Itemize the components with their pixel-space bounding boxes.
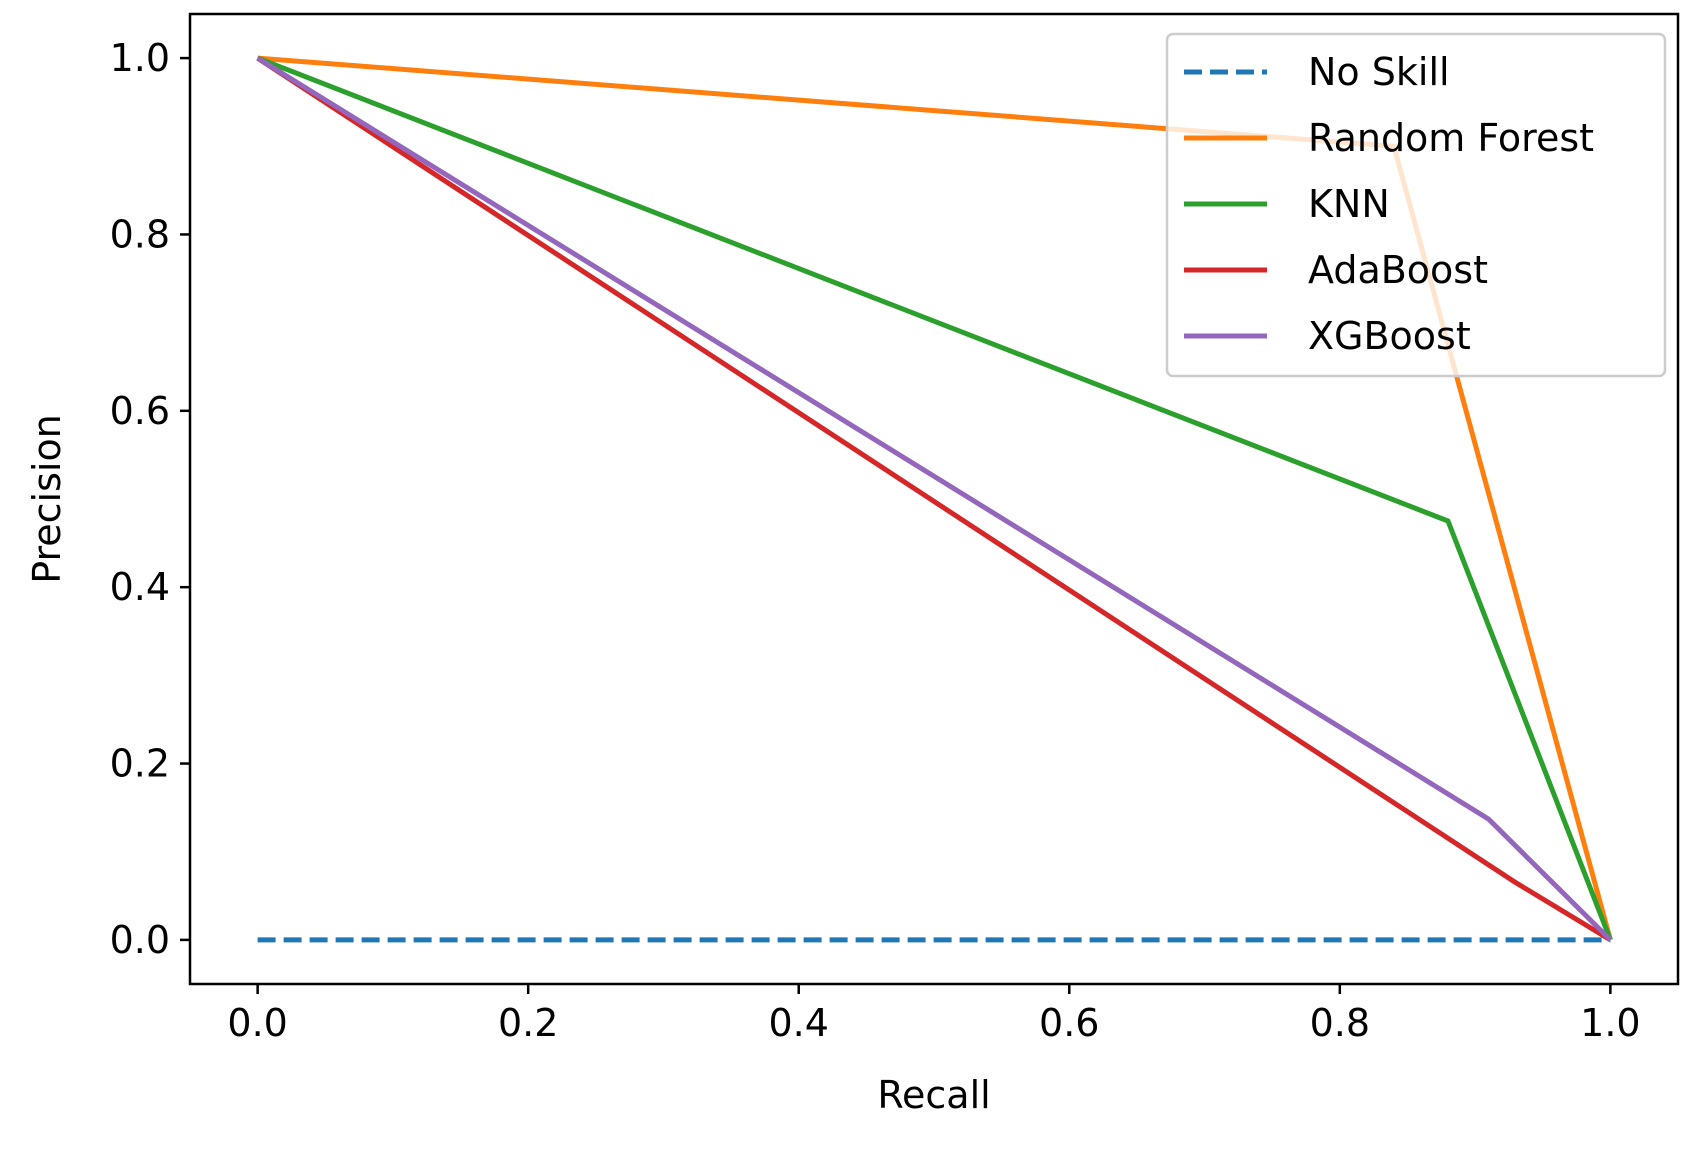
plot-frame	[188, 12, 1680, 986]
y-tick-label: 0.2	[110, 742, 170, 786]
y-tick-label: 1.0	[110, 36, 170, 80]
y-axis-title: Precision	[25, 414, 69, 584]
ticks-layer: 0.0 0.2 0.4 0.6 0.8 1.0 0.0 0.2 0.4 0.6 0.8 1.0	[110, 36, 1641, 1045]
legend-label: XGBoost	[1308, 314, 1471, 358]
x-tick-label: 0.6	[1039, 1001, 1099, 1045]
series-line-2	[256, 55, 1613, 941]
x-tick-label: 1.0	[1580, 1001, 1640, 1045]
series-line-4	[256, 55, 1613, 942]
y-tick-label: 0.4	[110, 565, 170, 609]
y-tick-label: 0.0	[110, 918, 170, 962]
legend-label: KNN	[1308, 182, 1390, 226]
y-tick-label: 0.6	[110, 389, 170, 433]
legend: No Skill Random Forest KNN AdaBoost XGBoost	[1165, 32, 1667, 378]
x-tick-label: 0.0	[227, 1001, 287, 1045]
legend-label: Random Forest	[1308, 116, 1594, 160]
x-tick-label: 0.2	[498, 1001, 558, 1045]
legend-label: AdaBoost	[1308, 248, 1488, 292]
x-tick-label: 0.8	[1310, 1001, 1370, 1045]
series-line-3	[256, 56, 1612, 943]
x-tick-label: 0.4	[769, 1001, 829, 1045]
legend-label: No Skill	[1308, 50, 1450, 94]
legend-box	[1165, 32, 1667, 378]
x-axis-title: Recall	[877, 1073, 990, 1117]
y-tick-label: 0.8	[110, 212, 170, 256]
